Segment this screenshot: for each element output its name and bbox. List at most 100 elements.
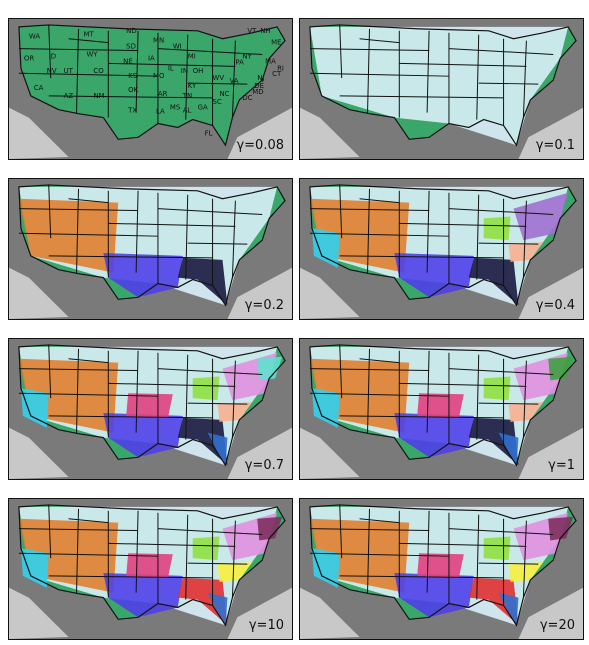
state-label: UT	[64, 67, 74, 75]
state-label: MO	[153, 72, 165, 80]
state-border	[48, 24, 52, 79]
state-label: VA	[229, 77, 238, 85]
community-region	[548, 356, 574, 381]
ocean	[300, 427, 583, 479]
state-label: WI	[173, 43, 182, 51]
state-label: VT	[247, 27, 257, 35]
state-label: NV	[47, 67, 57, 75]
state-label: MI	[188, 52, 196, 60]
state-border	[309, 528, 430, 532]
community-region	[177, 257, 228, 306]
us-border	[18, 504, 286, 627]
community-region	[513, 192, 569, 241]
state-label: DC	[242, 94, 252, 102]
state-border	[48, 415, 213, 419]
state-border	[339, 415, 504, 419]
state-label: NJ	[257, 74, 264, 82]
community-region	[468, 257, 519, 306]
state-border	[185, 34, 189, 120]
state-border	[48, 575, 213, 579]
community-region	[177, 577, 228, 626]
state-border	[426, 510, 430, 593]
state-label: KY	[188, 82, 197, 90]
us-border	[18, 344, 286, 467]
state-border	[309, 232, 449, 237]
state-label: TN	[182, 92, 192, 100]
state-label: GA	[198, 104, 208, 112]
state-border	[68, 518, 109, 524]
state-label: OK	[128, 86, 138, 94]
gamma-label: γ=20	[539, 618, 575, 633]
state-border	[339, 504, 343, 559]
community-region	[394, 252, 474, 298]
state-border	[135, 30, 139, 113]
state-border	[18, 528, 139, 532]
state-border	[48, 255, 213, 259]
ocean	[300, 267, 583, 319]
state-border	[339, 184, 343, 239]
state-border	[76, 508, 80, 594]
state-border	[157, 528, 263, 535]
state-label: CT	[272, 70, 282, 78]
community-region	[217, 402, 253, 422]
community-region	[311, 388, 340, 428]
state-border	[339, 344, 343, 399]
state-border	[359, 38, 400, 44]
state-border	[339, 255, 504, 259]
state-border	[399, 62, 527, 67]
state-label: MN	[153, 37, 164, 45]
state-border	[187, 562, 248, 565]
state-border	[359, 198, 400, 204]
us-map	[9, 499, 292, 639]
us-border	[309, 504, 577, 627]
state-border	[68, 198, 109, 204]
state-border	[448, 208, 554, 215]
state-label: MS	[170, 104, 180, 112]
community-region	[508, 242, 544, 262]
map-panel: γ=0.4	[299, 178, 584, 320]
community-region	[217, 562, 253, 582]
community-region	[103, 572, 183, 618]
state-label: IL	[168, 64, 174, 72]
community-region	[483, 376, 511, 401]
state-border	[18, 232, 158, 237]
state-label: AL	[183, 107, 192, 115]
state-border	[157, 48, 263, 55]
community-region	[18, 198, 119, 273]
map-panel: γ=20	[299, 498, 584, 640]
community-region	[192, 536, 220, 561]
community-region	[548, 516, 574, 541]
state-border	[399, 382, 527, 387]
gamma-label: γ=0.7	[244, 458, 284, 473]
ocean	[9, 587, 292, 639]
state-label: WV	[213, 74, 225, 82]
state-label: SD	[126, 43, 136, 51]
ocean	[9, 427, 292, 479]
state-border	[108, 382, 236, 387]
state-border	[339, 95, 504, 99]
map-panel: γ=0.7	[8, 338, 293, 480]
state-label: NE	[123, 57, 133, 65]
community-region	[394, 412, 474, 458]
state-border	[18, 552, 158, 557]
state-border	[339, 24, 343, 79]
state-border	[76, 188, 80, 274]
ocean	[9, 267, 292, 319]
state-border	[476, 34, 480, 120]
gamma-label: γ=0.08	[236, 138, 284, 153]
community-region	[394, 572, 474, 618]
us-border	[18, 24, 286, 147]
community-region	[257, 516, 283, 541]
state-label: MA	[265, 57, 276, 65]
state-border	[476, 514, 480, 600]
state-border	[476, 354, 480, 440]
state-border	[448, 368, 554, 375]
state-border	[231, 200, 236, 278]
state-border	[359, 518, 400, 524]
state-label: IN	[181, 67, 188, 75]
state-label: MT	[83, 31, 94, 39]
state-label: WA	[29, 33, 40, 41]
state-border	[309, 368, 430, 372]
map-panel: γ=1	[299, 338, 584, 480]
community-region	[20, 548, 49, 588]
